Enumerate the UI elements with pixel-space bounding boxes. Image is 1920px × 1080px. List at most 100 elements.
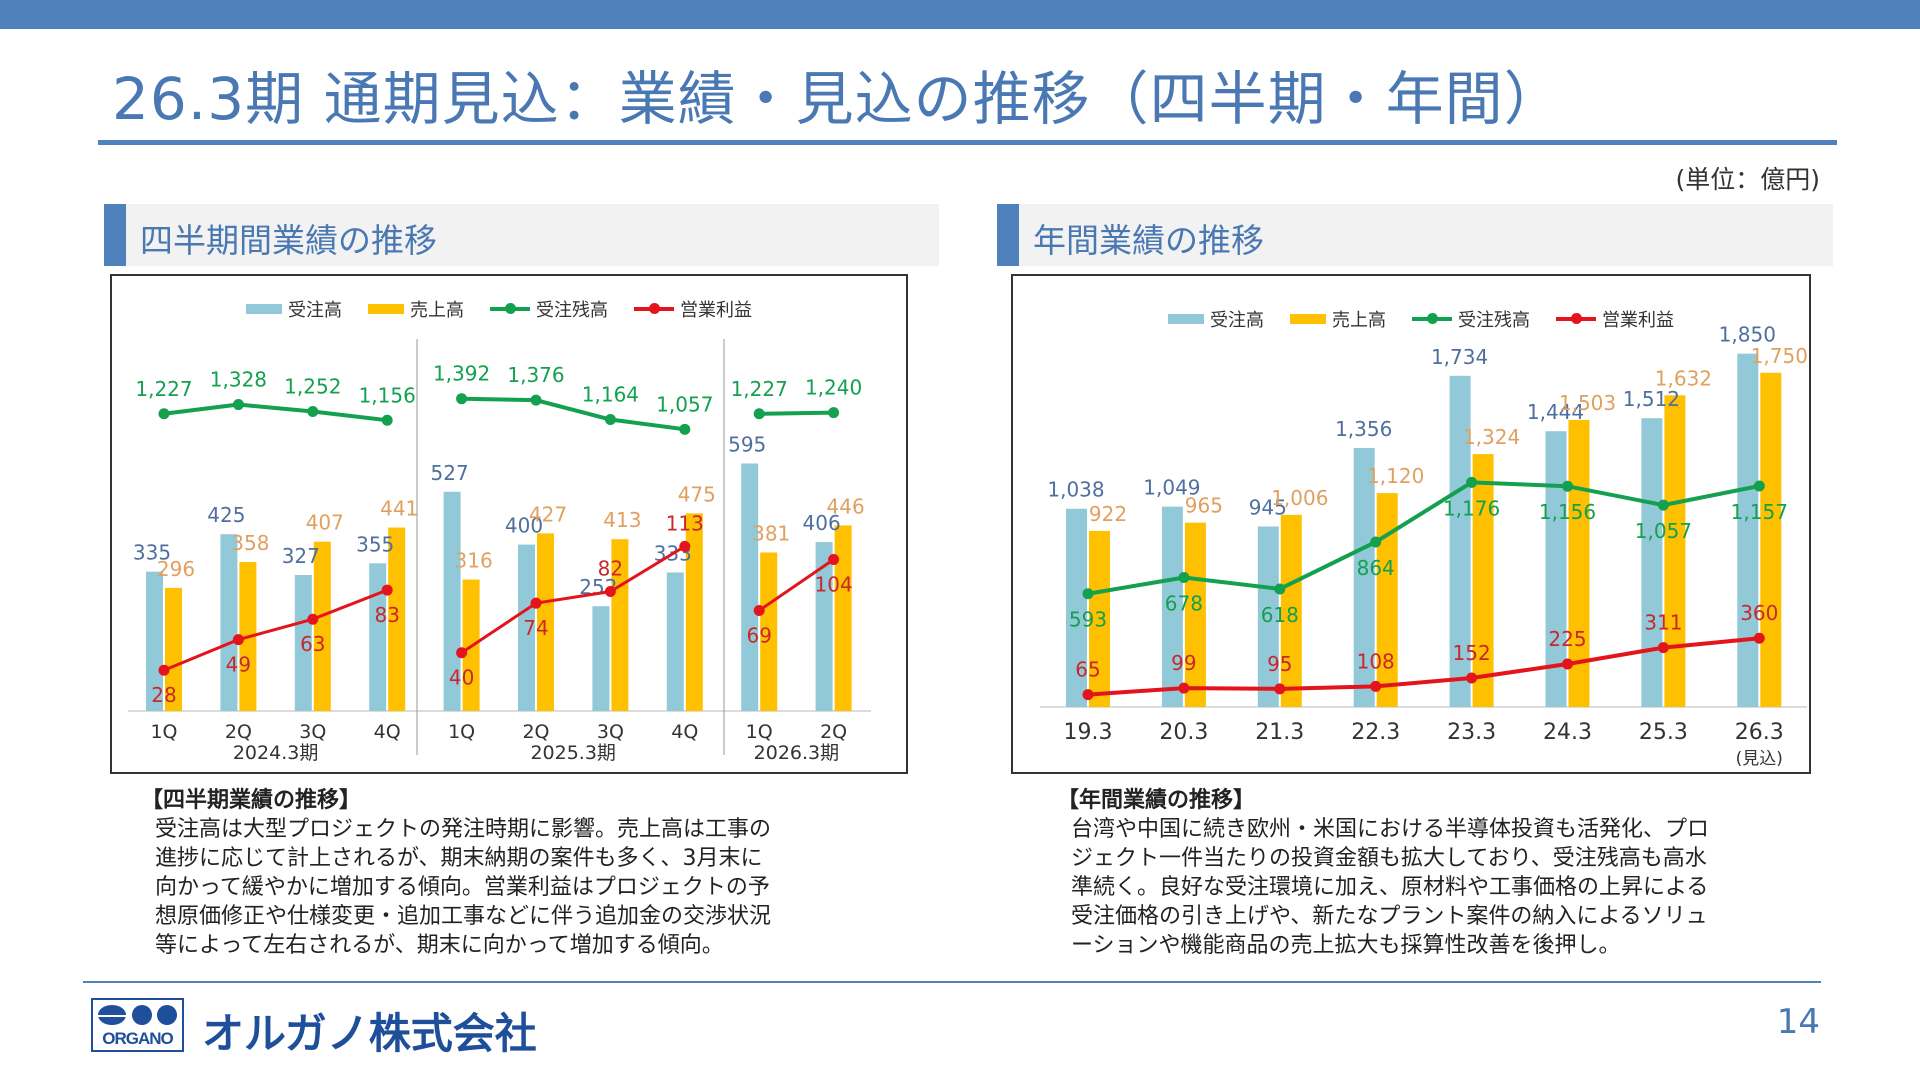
point-op [679, 540, 691, 552]
point-op [1178, 682, 1190, 694]
label-orders: 945 [1249, 496, 1287, 520]
label-sales: 441 [380, 497, 418, 521]
point-backlog [828, 407, 840, 419]
category-label: 1Q [448, 721, 475, 743]
bar-orders [666, 572, 684, 711]
point-backlog [1082, 588, 1094, 600]
note-line: 受注価格の引き上げや、新たなプラント案件の納入によるソリュ [1071, 904, 1708, 929]
point-backlog [381, 414, 393, 426]
note-line: ジェクト一件当たりの投資金額も拡大しており、受注残高も高水 [1071, 846, 1707, 871]
point-op [307, 613, 319, 625]
section-header-annual: 年間業績の推移 [997, 204, 1833, 266]
note-heading: 【年間業績の推移】 [1057, 788, 1256, 813]
bar-sales [1568, 419, 1590, 707]
bar-sales [388, 527, 406, 711]
company-name: オルガノ株式会社 [202, 1009, 537, 1058]
note-line: 受注高は大型プロジェクトの発注時期に影響。売上高は工事の [155, 817, 772, 842]
label-op: 82 [598, 557, 623, 581]
category-label: 20.3 [1159, 720, 1208, 745]
title-divider [98, 140, 1837, 145]
point-backlog [307, 405, 319, 417]
label-op: 65 [1075, 658, 1100, 682]
label-backlog: 1,157 [1731, 500, 1788, 524]
group-label: 2026.3期 [754, 742, 839, 764]
legend-label: 営業利益 [680, 300, 752, 321]
point-backlog [604, 414, 616, 426]
category-label: 3Q [597, 721, 624, 743]
label-sales: 1,120 [1367, 464, 1424, 488]
label-backlog: 1,240 [805, 376, 862, 400]
legend-op: 営業利益 [1556, 306, 1674, 332]
bar-sales [1664, 395, 1686, 707]
bar-orders [1066, 508, 1087, 707]
unit-label: (単位：億円) [1675, 165, 1820, 194]
section-title: 年間業績の推移 [1033, 221, 1264, 260]
legend-backlog: 受注残高 [490, 296, 608, 322]
bar-sales [685, 513, 703, 711]
legend-op: 営業利益 [634, 296, 752, 322]
bar-orders [1545, 431, 1567, 707]
label-op: 40 [449, 666, 474, 690]
point-op [1466, 672, 1478, 684]
bar-orders [592, 606, 610, 711]
note-line: ーションや機能商品の売上拡大も採算性改善を後押し。 [1071, 933, 1621, 958]
label-backlog: 1,164 [582, 383, 639, 407]
note-line: 台湾や中国に続き欧州・米国における半導体投資も活発化、プロ [1071, 817, 1710, 842]
bar-orders [1353, 448, 1375, 707]
legend-line [490, 303, 530, 314]
section-accent [104, 204, 126, 266]
category-label: 1Q [150, 721, 177, 743]
label-backlog: 1,376 [507, 363, 564, 387]
point-backlog [679, 423, 691, 435]
label-orders: 335 [133, 541, 171, 565]
group-label: 2024.3期 [233, 742, 318, 764]
note-heading: 【四半期業績の推移】 [141, 788, 362, 813]
category-label: 2Q [820, 721, 847, 743]
section-header-quarterly: 四半期間業績の推移 [104, 204, 939, 266]
label-op: 104 [815, 572, 853, 596]
bar-orders [1641, 418, 1663, 707]
organo-logo: ORGANO [91, 998, 184, 1052]
legend-label: 受注残高 [536, 300, 608, 321]
point-op [530, 597, 542, 609]
category-label: 22.3 [1351, 720, 1400, 745]
line-op [460, 545, 686, 654]
label-op: 225 [1548, 627, 1586, 651]
label-orders: 595 [728, 432, 766, 456]
label-backlog: 1,392 [433, 362, 490, 386]
label-sales: 296 [157, 557, 195, 581]
legend-orders: 受注高 [246, 296, 342, 322]
point-op [1370, 680, 1382, 692]
point-op [158, 664, 170, 676]
bar-orders [815, 542, 833, 711]
label-sales: 358 [231, 531, 269, 555]
category-label: 3Q [299, 721, 326, 743]
legend-label: 受注高 [1210, 310, 1264, 331]
page-title: 26.3期 通期見込：業績・見込の推移（四半期・年間） [112, 65, 1563, 133]
label-orders: 1,049 [1143, 476, 1200, 500]
top-accent-bar [0, 0, 1920, 29]
label-op: 152 [1453, 641, 1491, 665]
category-label: 21.3 [1255, 720, 1304, 745]
note-line: 想原価修正や仕様変更・追加工事などに伴う追加金の交渉状況 [155, 904, 772, 929]
point-op [604, 586, 616, 598]
label-sales: 1,006 [1271, 486, 1328, 510]
category-label: 1Q [746, 721, 773, 743]
point-backlog [1466, 476, 1478, 488]
point-backlog [753, 408, 765, 420]
point-op [1082, 689, 1094, 701]
line-backlog [163, 402, 388, 423]
bar-orders [146, 571, 163, 711]
bar-orders [294, 574, 312, 711]
label-sales: 427 [529, 502, 567, 526]
legend-line [1412, 313, 1452, 324]
label-orders: 1,850 [1719, 323, 1776, 347]
line-backlog [1087, 480, 1760, 596]
annual-note: 【年間業績の推移】 台湾や中国に続き欧州・米国における半導体投資も活発化、プロ … [1057, 786, 1710, 960]
category-label: 2Q [522, 721, 549, 743]
bar-orders [369, 563, 387, 711]
label-backlog: 593 [1069, 608, 1107, 632]
label-op: 28 [151, 683, 176, 707]
label-sales: 965 [1185, 494, 1223, 518]
